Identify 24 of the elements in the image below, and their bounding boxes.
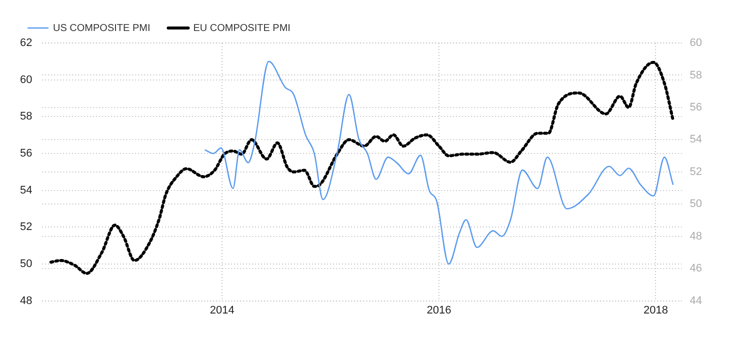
y-tick-label: 58	[20, 110, 32, 123]
y-tick-label: 50	[20, 258, 32, 270]
y2-tick-label: 44	[690, 294, 702, 307]
y-tick-label: 62	[20, 37, 32, 50]
y2-tick-label: 60	[690, 37, 702, 50]
legend-label: US COMPOSITE PMI	[53, 22, 150, 34]
y2-tick-label: 54	[690, 134, 702, 146]
y2-tick-label: 56	[690, 101, 702, 114]
y2-tick-label: 58	[690, 69, 702, 82]
x-tick-label: 2016	[426, 304, 452, 316]
x-tick-label: 2014	[210, 304, 234, 316]
y-tick-label: 60	[20, 74, 32, 86]
y2-tick-label: 50	[690, 198, 702, 210]
line-series	[49, 60, 675, 275]
line-series	[204, 60, 674, 265]
y-tick-label: 54	[20, 184, 32, 196]
y-tick-label: 52	[20, 221, 32, 234]
legend-label: EU COMPOSITE PMI	[193, 22, 290, 34]
y2-tick-label: 46	[690, 262, 702, 275]
y2-tick-label: 52	[690, 166, 702, 178]
y-tick-label: 48	[20, 294, 32, 307]
x-tick-label: 2018	[644, 304, 668, 316]
y-tick-label: 56	[20, 148, 32, 160]
y2-tick-label: 48	[690, 230, 702, 242]
